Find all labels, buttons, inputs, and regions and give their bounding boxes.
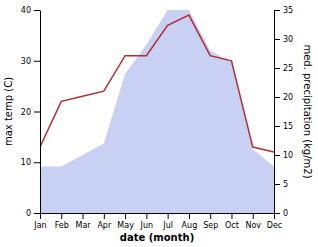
tick-label: 0 — [26, 209, 31, 218]
tick: 10 — [274, 151, 293, 160]
tick-mark — [168, 213, 169, 219]
tick-mark — [274, 97, 280, 98]
tick-mark — [274, 10, 280, 11]
tick: 25 — [274, 64, 293, 73]
y-axis-title: max temp (C) — [3, 77, 14, 146]
tick-label: Dec — [267, 221, 282, 230]
y2-axis: 0 5 10 15 20 25 30 35 — [274, 6, 293, 218]
tick-mark — [34, 213, 40, 214]
tick-mark — [34, 112, 40, 113]
tick: Apr — [97, 213, 112, 230]
tick-mark — [40, 213, 41, 219]
tick-mark — [34, 10, 40, 11]
tick: Jan — [33, 213, 46, 230]
tick: 0 — [26, 209, 40, 218]
tick-mark — [146, 213, 147, 219]
tick: Nov — [245, 213, 261, 230]
tick-label: Aug — [182, 221, 198, 230]
tick-mark — [34, 162, 40, 163]
tick-label: 20 — [283, 93, 293, 102]
tick-label: Oct — [225, 221, 239, 230]
tick-mark — [104, 213, 105, 219]
tick-label: 35 — [283, 6, 293, 15]
tick-label: May — [117, 221, 134, 230]
tick: Jun — [140, 213, 154, 230]
chart-svg: JanFebMarAprMayJunJulAugSepOctNovDec0102… — [0, 0, 318, 247]
tick-label: 30 — [283, 35, 293, 44]
tick-mark — [189, 213, 190, 219]
tick-mark — [231, 213, 232, 219]
tick: Aug — [182, 213, 198, 230]
tick-label: 30 — [21, 57, 31, 66]
line — [40, 15, 274, 152]
tick-label: Jun — [140, 221, 154, 230]
y-axis: 0 10 20 30 40 — [21, 6, 41, 218]
tick-label: Feb — [55, 221, 69, 230]
tick: 35 — [274, 6, 293, 15]
tick: Jul — [162, 213, 173, 230]
tick-label: Nov — [245, 221, 261, 230]
tick: Sep — [203, 213, 218, 230]
tick: May — [117, 213, 134, 230]
chart-root: JanFebMarAprMayJunJulAugSepOctNovDec0102… — [3, 6, 313, 243]
plot-area — [40, 10, 274, 213]
tick-label: 10 — [21, 158, 31, 167]
tick-label: 20 — [21, 108, 31, 117]
tick-mark — [210, 213, 211, 219]
tick-mark — [274, 39, 280, 40]
tick-label: Sep — [203, 221, 218, 230]
tick-label: 25 — [283, 64, 293, 73]
x-axis: Jan Feb Mar Apr May Jun Jul Aug Sep Oct Nov Dec — [33, 213, 282, 230]
tick: 30 — [21, 57, 40, 66]
tick: 20 — [21, 108, 40, 117]
tick-mark — [274, 68, 280, 69]
tick: Feb — [55, 213, 69, 230]
tick: 0 — [274, 209, 288, 218]
tick-mark — [125, 213, 126, 219]
tick: 5 — [274, 180, 288, 189]
tick-label: Jul — [162, 221, 173, 230]
axis-line — [41, 213, 275, 214]
tick-label: Jan — [33, 221, 46, 230]
tick: Mar — [75, 213, 91, 230]
tick: 20 — [274, 93, 293, 102]
tick: 40 — [21, 6, 40, 15]
tick: Oct — [225, 213, 239, 230]
axis-line — [40, 11, 41, 214]
tick-label: 5 — [283, 180, 288, 189]
tick-label: 0 — [283, 209, 288, 218]
tick-mark — [34, 61, 40, 62]
tick-mark — [274, 155, 280, 156]
tick-mark — [83, 213, 84, 219]
tick: Dec — [267, 213, 282, 230]
axis-line — [274, 11, 275, 214]
tick: 30 — [274, 35, 293, 44]
tick-mark — [253, 213, 254, 219]
tick-mark — [274, 184, 280, 185]
tick-label: Apr — [97, 221, 112, 230]
tick-label: 40 — [21, 6, 31, 15]
tick-label: 15 — [283, 122, 293, 131]
tick-mark — [61, 213, 62, 219]
tick-label: 10 — [283, 151, 293, 160]
area — [40, 10, 274, 213]
x-axis-title: date (month) — [120, 232, 194, 243]
y2-axis-title: med. precipitation (kg/m2) — [302, 44, 313, 178]
tick-label: Mar — [75, 221, 91, 230]
chart-container: JanFebMarAprMayJunJulAugSepOctNovDec0102… — [0, 0, 318, 247]
tick: 10 — [21, 158, 40, 167]
tick: 15 — [274, 122, 293, 131]
tick-mark — [274, 126, 280, 127]
tick-mark — [274, 213, 280, 214]
